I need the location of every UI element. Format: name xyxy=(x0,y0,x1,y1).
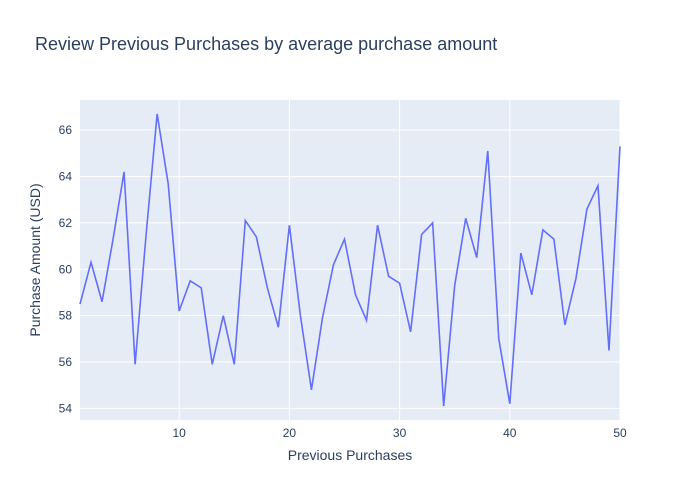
chart-title: Review Previous Purchases by average pur… xyxy=(35,34,497,54)
y-tick-label: 60 xyxy=(59,262,73,276)
y-tick-label: 56 xyxy=(59,355,73,369)
series-line xyxy=(79,113,621,407)
x-axis-ticks: 10 20 30 40 50 xyxy=(173,426,627,440)
x-tick-label: 10 xyxy=(173,426,187,440)
y-tick-label: 58 xyxy=(59,309,73,323)
x-tick-label: 20 xyxy=(283,426,297,440)
y-tick-label: 54 xyxy=(59,401,73,415)
x-tick-label: 40 xyxy=(503,426,517,440)
y-axis-ticks: 54 56 58 60 62 64 66 xyxy=(59,123,73,415)
x-tick-label: 30 xyxy=(393,426,407,440)
y-tick-label: 62 xyxy=(59,216,73,230)
x-tick-label: 50 xyxy=(613,426,627,440)
y-tick-label: 66 xyxy=(59,123,73,137)
y-tick-label: 64 xyxy=(59,170,73,184)
y-axis-title: Purchase Amount (USD) xyxy=(27,183,43,336)
x-axis-title: Previous Purchases xyxy=(288,447,413,463)
plot-area xyxy=(80,100,620,420)
